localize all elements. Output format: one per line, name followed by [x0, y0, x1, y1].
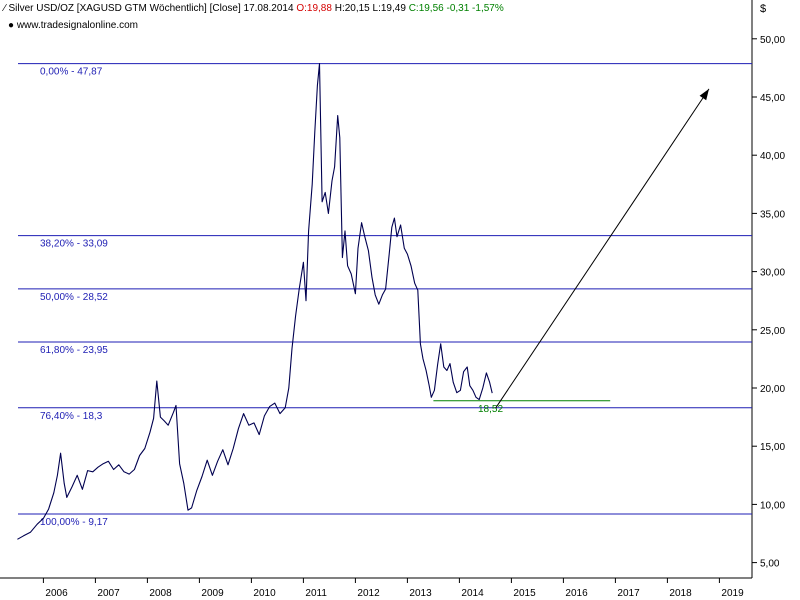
y-tick-label: 10,00: [760, 500, 785, 511]
source-url: ● www.tradesignalonline.com: [8, 20, 138, 31]
price-series-line: [17, 63, 493, 540]
fib-level-label: 50,00% - 28,52: [40, 292, 108, 303]
fib-level-label: 38,20% - 33,09: [40, 239, 108, 250]
trend-arrow-head: [699, 88, 709, 101]
y-tick-label: 30,00: [760, 268, 785, 279]
y-tick-label: 35,00: [760, 209, 785, 220]
x-tick-label: 2018: [669, 588, 692, 599]
x-tick-label: 2019: [721, 588, 744, 599]
x-tick-label: 2017: [617, 588, 640, 599]
y-tick-label: 5,00: [760, 559, 780, 570]
fib-level-label: 0,00% - 47,87: [40, 67, 103, 78]
y-tick-label: 50,00: [760, 35, 785, 46]
y-tick-label: 20,00: [760, 384, 785, 395]
trend-arrow-line: [495, 88, 710, 409]
x-tick-label: 2006: [45, 588, 68, 599]
bullet-icon: ●: [8, 20, 15, 31]
y-tick-label: 40,00: [760, 151, 785, 162]
x-tick-label: 2008: [149, 588, 172, 599]
x-tick-label: 2011: [305, 588, 327, 599]
support-label: 18,52: [478, 404, 503, 415]
fib-level-label: 100,00% - 9,17: [40, 517, 108, 528]
fib-level-label: 76,40% - 18,3: [40, 411, 103, 422]
chart-title-icon: ∕: [4, 3, 6, 14]
x-tick-label: 2010: [253, 588, 276, 599]
high-value: H:20,15: [334, 3, 370, 14]
x-tick-label: 2009: [201, 588, 224, 599]
fib-level-label: 61,80% - 23,95: [40, 345, 108, 356]
chart-title: Silver USD/OZ [XAGUSD GTM Wöchentlich] […: [8, 3, 294, 14]
low-value: L:19,49: [372, 3, 406, 14]
x-tick-label: 2007: [97, 588, 120, 599]
chart-header: ∕ Silver USD/OZ [XAGUSD GTM Wöchentlich]…: [4, 3, 504, 14]
close-change-value: C:19,56 -0,31 -1,57%: [408, 3, 504, 14]
x-tick-label: 2014: [461, 588, 484, 599]
y-tick-label: 25,00: [760, 326, 785, 337]
y-tick-label: 45,00: [760, 93, 785, 104]
x-tick-label: 2013: [409, 588, 432, 599]
y-tick-label: 15,00: [760, 442, 785, 453]
x-tick-label: 2016: [565, 588, 588, 599]
x-tick-label: 2015: [513, 588, 536, 599]
x-tick-label: 2012: [357, 588, 380, 599]
open-value: O:19,88: [296, 3, 332, 14]
y-axis-currency-label: $: [760, 3, 766, 15]
